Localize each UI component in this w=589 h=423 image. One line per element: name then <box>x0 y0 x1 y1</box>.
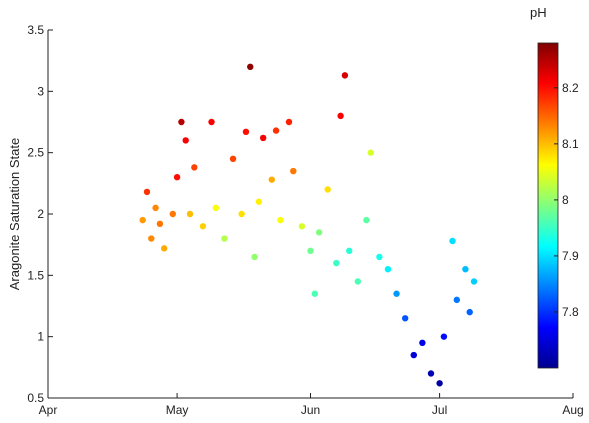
data-point <box>436 380 443 387</box>
data-point <box>199 223 207 230</box>
y-tick-label: 0.5 <box>27 391 44 405</box>
data-point <box>419 339 426 346</box>
data-point <box>427 370 435 377</box>
y-tick-label: 3.5 <box>27 23 44 37</box>
data-point <box>186 210 194 218</box>
colorbar: pH 7.8 7.9 8 8.1 8.2 <box>530 5 579 369</box>
data-point <box>337 112 344 120</box>
colorbar-ticks: 7.8 7.9 8 8.1 8.2 <box>554 81 579 319</box>
colorbar-tick-label: 8.2 <box>562 81 579 95</box>
data-point <box>178 118 185 126</box>
y-tick-label: 3 <box>37 84 44 98</box>
colorbar-tick-label: 7.8 <box>562 305 579 319</box>
data-point <box>449 237 456 245</box>
y-axis-ticks: 0.5 1 1.5 2 2.5 3 3.5 <box>27 23 53 405</box>
data-point <box>259 134 267 142</box>
data-point <box>341 72 349 79</box>
data-point <box>466 308 473 316</box>
data-point <box>212 204 220 212</box>
data-point <box>367 149 374 156</box>
data-point <box>173 174 181 181</box>
data-point <box>290 167 297 175</box>
data-point <box>315 229 323 236</box>
data-point <box>376 253 383 261</box>
y-tick-label: 1 <box>37 330 44 344</box>
data-point <box>272 127 280 134</box>
data-point <box>384 266 392 273</box>
data-point <box>152 204 159 212</box>
data-point <box>298 223 306 230</box>
data-point <box>156 220 164 228</box>
data-point <box>354 278 362 285</box>
data-point <box>333 259 340 267</box>
data-point <box>182 137 189 144</box>
data-point <box>143 188 151 196</box>
y-tick-label: 2.5 <box>27 146 44 160</box>
data-point <box>393 290 400 297</box>
colorbar-gradient <box>537 42 559 369</box>
x-axis-ticks: Apr May Jun Jul Aug <box>39 393 584 417</box>
data-point <box>363 216 370 224</box>
data-point <box>277 216 284 224</box>
data-point <box>440 333 448 340</box>
data-point <box>242 128 250 136</box>
data-point <box>462 266 469 273</box>
data-point <box>255 198 263 205</box>
x-tick-label: Jul <box>432 403 447 417</box>
data-point <box>470 278 478 285</box>
data-point <box>401 315 409 322</box>
data-point <box>139 216 146 224</box>
x-tick-label: Apr <box>39 403 58 417</box>
x-tick-label: Aug <box>562 403 583 417</box>
data-point <box>208 118 215 126</box>
data-point <box>268 176 275 183</box>
y-tick-label: 1.5 <box>27 268 44 282</box>
colorbar-tick-label: 8.1 <box>562 137 579 151</box>
colorbar-title: pH <box>530 5 547 20</box>
x-tick-label: Jun <box>301 403 320 417</box>
data-point <box>453 296 461 304</box>
x-tick-label: May <box>166 403 189 417</box>
colorbar-tick-label: 7.9 <box>562 249 579 263</box>
data-point <box>247 63 254 70</box>
y-axis-label: Aragonite Saturation State <box>7 138 22 291</box>
data-point <box>251 253 258 261</box>
data-point <box>169 210 176 218</box>
data-points <box>139 63 478 387</box>
data-point <box>410 351 417 359</box>
data-point <box>160 245 168 252</box>
data-point <box>229 155 237 162</box>
data-point <box>148 235 155 242</box>
data-point <box>285 118 293 126</box>
y-tick-label: 2 <box>37 207 44 221</box>
data-point <box>311 290 319 297</box>
colorbar-tick-label: 8 <box>562 193 569 207</box>
data-point <box>324 186 331 193</box>
data-point <box>221 235 228 242</box>
data-point <box>346 247 353 254</box>
data-point <box>307 247 314 254</box>
data-point <box>238 210 245 218</box>
data-point <box>191 164 198 171</box>
